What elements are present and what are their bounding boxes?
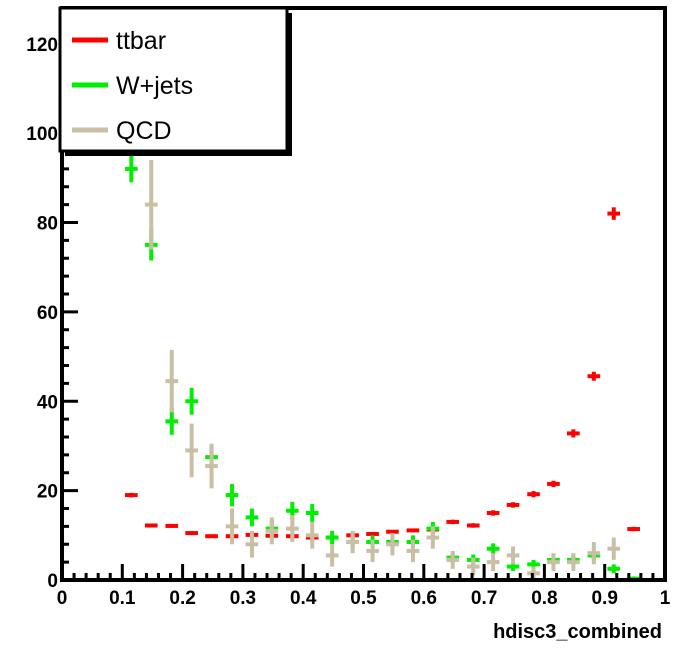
x-tick-label: 0.8 — [531, 588, 557, 609]
data-point — [506, 546, 520, 565]
x-axis-title: hdisc3_combined — [493, 621, 662, 643]
data-point — [366, 531, 379, 536]
x-tick-label: 0.1 — [109, 588, 136, 609]
data-point — [466, 557, 480, 576]
x-tick-label: 0.7 — [471, 588, 497, 609]
x-tick-label: 0.9 — [591, 588, 617, 609]
data-point — [165, 349, 179, 413]
data-point — [486, 543, 500, 555]
data-point — [486, 553, 500, 572]
data-point — [446, 550, 460, 569]
legend-entries: ttbar W+jets QCD — [72, 27, 193, 145]
data-point — [567, 429, 580, 438]
legend-box — [58, 6, 289, 153]
data-point — [587, 371, 601, 381]
y-tick-label: 120 — [26, 35, 58, 56]
y-tick-label: 80 — [37, 214, 58, 235]
data-point — [607, 537, 621, 560]
legend: ttbar W+jets QCD — [58, 6, 292, 156]
data-point — [125, 492, 138, 498]
data-point — [305, 504, 319, 522]
data-point — [547, 480, 560, 488]
data-point — [386, 533, 399, 556]
data-point — [205, 534, 218, 539]
data-point — [587, 542, 601, 565]
data-point — [325, 530, 339, 545]
data-point — [607, 207, 621, 220]
data-point — [386, 529, 399, 534]
data-point — [446, 519, 460, 525]
data-point — [627, 526, 640, 532]
data-point — [245, 530, 259, 558]
data-point — [185, 531, 198, 536]
data-point — [125, 155, 138, 183]
legend-label: W+jets — [116, 72, 193, 100]
series-qcd — [144, 159, 621, 580]
x-tick-label: 0.5 — [350, 588, 377, 609]
data-point — [265, 517, 279, 545]
legend-entry: QCD — [72, 117, 172, 145]
data-point — [144, 523, 158, 528]
data-point — [406, 539, 420, 563]
data-point — [185, 423, 198, 478]
data-point — [506, 502, 520, 508]
data-point — [426, 526, 440, 549]
y-tick-label: 0 — [47, 571, 58, 592]
y-tick-label: 100 — [26, 124, 58, 145]
data-point — [205, 443, 218, 489]
legend-label: QCD — [116, 117, 172, 145]
data-point — [185, 387, 198, 415]
x-tick-label: 1 — [660, 588, 671, 609]
x-tick-label: 0.4 — [290, 588, 317, 609]
data-point — [325, 544, 339, 567]
x-tick-label: 0.2 — [169, 588, 195, 609]
data-point — [486, 510, 500, 516]
data-point — [547, 553, 560, 572]
data-point — [144, 159, 158, 250]
data-point — [225, 508, 239, 545]
data-point — [567, 553, 580, 572]
data-point — [366, 539, 379, 563]
x-tick-label: 0.3 — [230, 588, 256, 609]
data-point — [286, 515, 299, 543]
data-point — [245, 508, 259, 527]
data-point — [406, 528, 420, 533]
y-tick-label: 60 — [37, 303, 58, 324]
data-layer — [125, 155, 640, 581]
legend-entry: W+jets — [72, 72, 193, 100]
y-tick-label: 40 — [37, 392, 58, 413]
data-point — [527, 491, 540, 498]
x-tick-label: 0 — [57, 588, 68, 609]
data-point — [466, 523, 480, 528]
y-tick-label: 20 — [37, 482, 58, 503]
data-point — [225, 483, 239, 507]
legend-entry: ttbar — [72, 27, 166, 55]
legend-label: ttbar — [116, 27, 166, 55]
data-point — [165, 523, 179, 528]
data-point — [346, 530, 359, 554]
data-point — [607, 564, 621, 574]
data-point — [305, 521, 319, 549]
x-tick-label: 0.6 — [411, 588, 437, 609]
